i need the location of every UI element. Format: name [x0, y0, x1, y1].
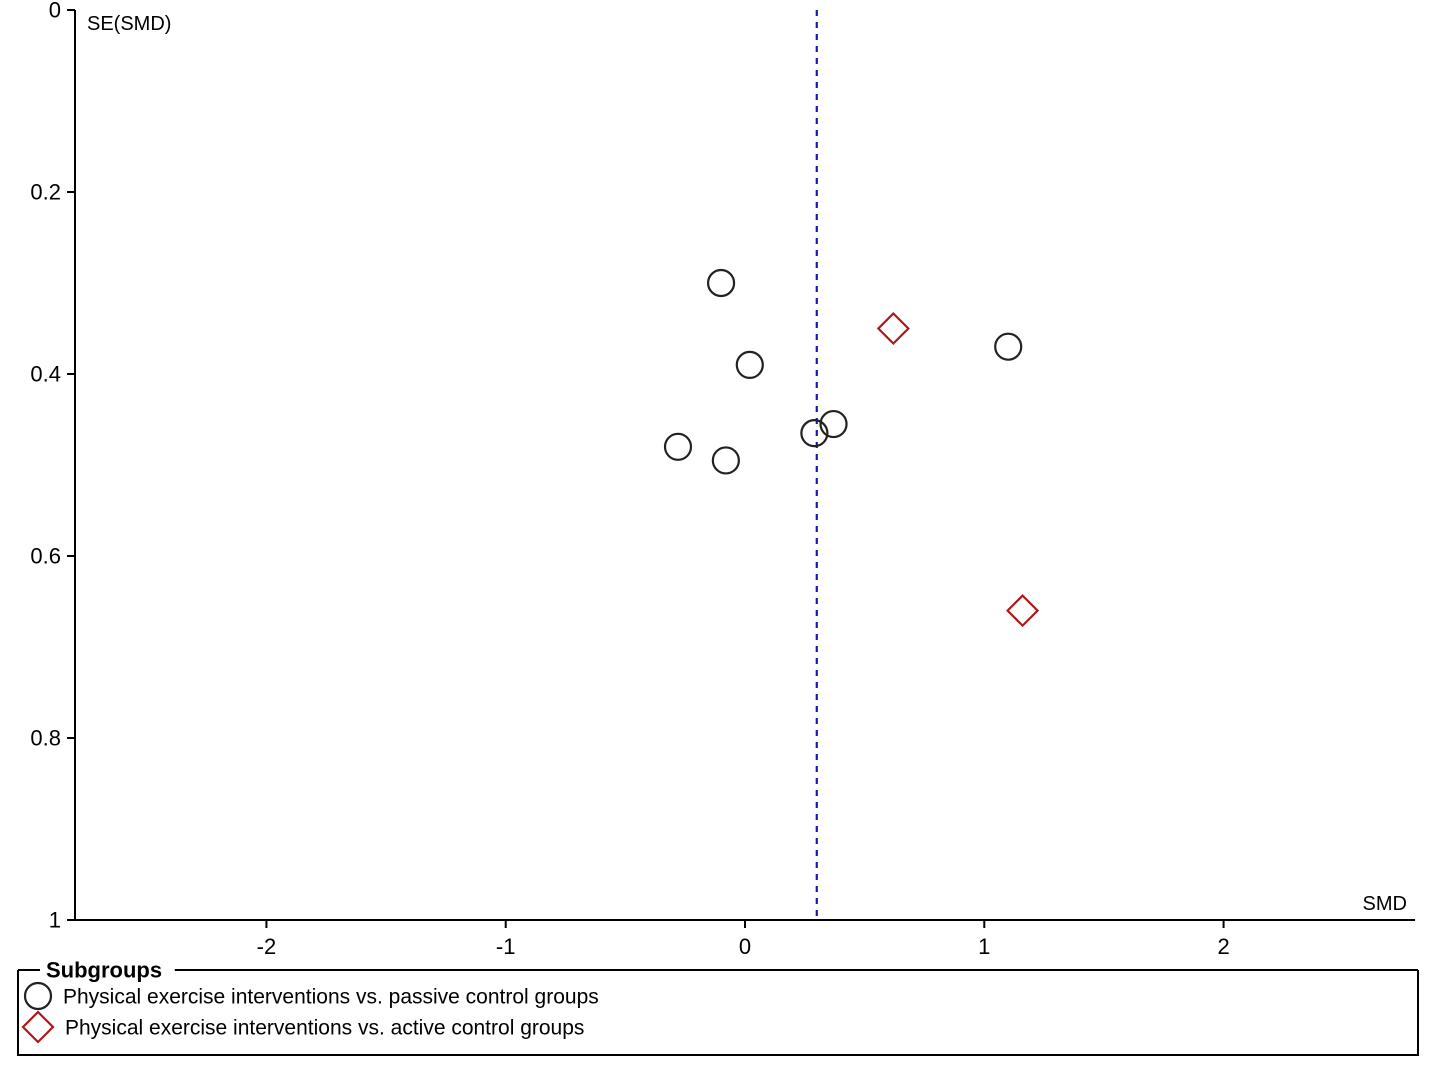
x-tick-label: 0	[739, 934, 751, 959]
x-tick-label: -2	[257, 934, 277, 959]
legend-title: Subgroups	[46, 958, 162, 983]
legend-item-label: Physical exercise interventions vs. pass…	[63, 985, 599, 1008]
x-tick-label: 1	[978, 934, 990, 959]
x-tick-label: -1	[496, 934, 516, 959]
y-tick-label: 0.6	[30, 544, 61, 569]
y-tick-label: 1	[49, 908, 61, 933]
funnel-plot: -2 -1 0 1 2 SMD 0 0.2 0.4 0.6 0.8 1 SE(SMD) Subgroups…	[0, 0, 1437, 1065]
y-tick-label: 0.4	[30, 362, 61, 387]
legend-item-label: Physical exercise interventions vs. acti…	[65, 1016, 584, 1039]
y-tick-label: 0.2	[30, 180, 61, 205]
y-tick-label: 0	[49, 0, 61, 23]
y-tick-label: 0.8	[30, 726, 61, 751]
x-axis-label: SMD	[1363, 893, 1407, 915]
y-axis-label: SE(SMD)	[87, 13, 171, 35]
x-tick-label: 2	[1217, 934, 1229, 959]
